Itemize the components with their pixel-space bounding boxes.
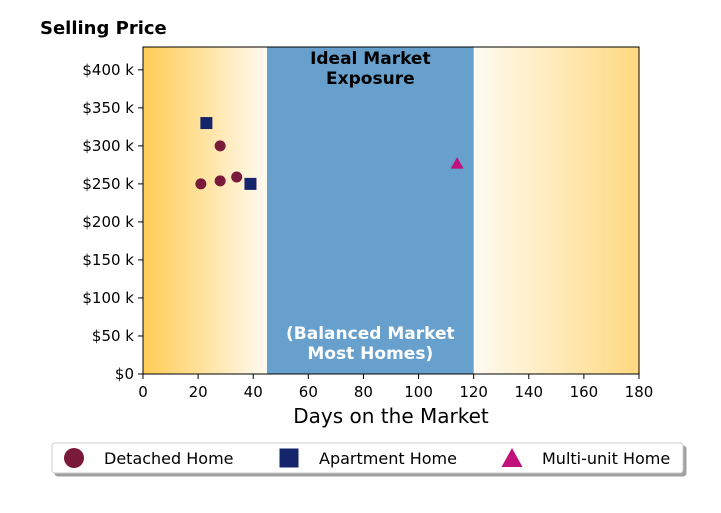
data-points bbox=[195, 117, 464, 190]
y-tick-label: $0 bbox=[115, 365, 134, 383]
point-apartment-home bbox=[244, 177, 257, 190]
point-detached-home bbox=[195, 178, 207, 190]
ideal-market-band bbox=[267, 47, 474, 374]
x-tick-label: 20 bbox=[189, 383, 208, 401]
x-tick-label: 0 bbox=[138, 383, 148, 401]
point-multi-unit-home bbox=[450, 157, 464, 169]
ideal-band-subtitle-line: Most Homes) bbox=[307, 344, 433, 364]
y-axis: $0 $50 k $100 k $150 k $200 k $250 k $300 k $35… bbox=[82, 61, 143, 383]
point-detached-home bbox=[231, 171, 243, 183]
point-detached-home bbox=[214, 175, 226, 187]
ideal-band-subtitle-line: (Balanced Market bbox=[286, 324, 455, 344]
y-tick-label: $100 k bbox=[82, 289, 134, 307]
y-tick-label: $250 k bbox=[82, 175, 134, 193]
chart-title: Selling Price bbox=[40, 18, 167, 39]
point-detached-home bbox=[214, 140, 226, 152]
x-axis-title: Days on the Market bbox=[293, 404, 489, 428]
x-tick-label: 40 bbox=[244, 383, 263, 401]
legend-label: Apartment Home bbox=[319, 449, 457, 468]
x-axis: 0 20 40 60 80 100 120 140 160 180 bbox=[138, 374, 653, 401]
y-tick-label: $400 k bbox=[82, 61, 134, 79]
y-tick-label: $200 k bbox=[82, 213, 134, 231]
x-tick-label: 180 bbox=[625, 383, 654, 401]
legend-marker-apartment-home bbox=[279, 448, 299, 468]
x-tick-label: 60 bbox=[299, 383, 318, 401]
x-tick-label: 80 bbox=[354, 383, 373, 401]
x-tick-label: 160 bbox=[570, 383, 599, 401]
legend-box bbox=[51, 442, 684, 474]
legend-label: Multi-unit Home bbox=[542, 449, 670, 468]
y-tick-label: $350 k bbox=[82, 99, 134, 117]
point-apartment-home bbox=[200, 117, 213, 130]
x-tick-label: 100 bbox=[404, 383, 433, 401]
y-tick-label: $50 k bbox=[92, 327, 134, 345]
plot-frame bbox=[142, 46, 640, 375]
legend-label: Detached Home bbox=[104, 449, 234, 468]
y-tick-label: $150 k bbox=[82, 251, 134, 269]
ideal-band-title-line: Exposure bbox=[326, 69, 415, 89]
x-tick-label: 140 bbox=[514, 383, 543, 401]
legend-marker-multi-unit-home bbox=[501, 447, 523, 468]
y-tick-label: $300 k bbox=[82, 137, 134, 155]
x-tick-label: 120 bbox=[459, 383, 488, 401]
ideal-band-title-line: Ideal Market bbox=[310, 49, 431, 69]
legend: Detached Home Apartment Home Multi-unit Ho… bbox=[51, 442, 684, 474]
legend-marker-detached-home bbox=[64, 448, 84, 468]
